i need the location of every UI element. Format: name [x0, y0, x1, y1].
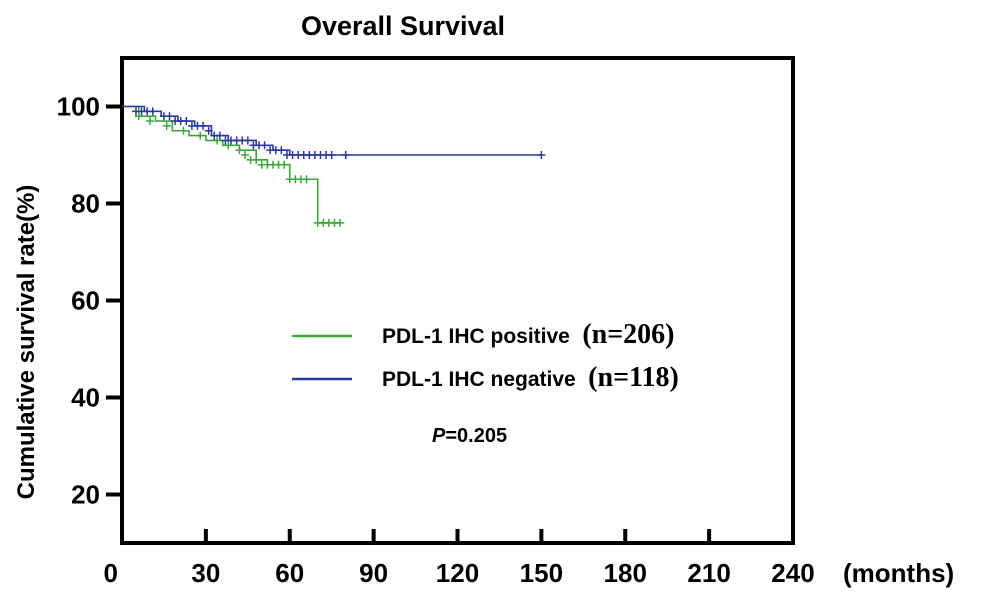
censor-mark-positive — [196, 131, 205, 140]
legend: PDL-1 IHC positive (n=206) PDL-1 IHC neg… — [292, 319, 679, 393]
censor-mark-negative — [341, 151, 350, 159]
censor-mark-positive — [302, 175, 311, 184]
censor-mark-negative — [199, 121, 208, 130]
censor-mark-negative — [537, 151, 546, 159]
plot-frame — [120, 56, 795, 545]
y-tick-label: 40 — [71, 383, 100, 413]
x-tick-label: 240 — [771, 558, 814, 588]
x-tick-label: 120 — [436, 558, 479, 588]
series-layer — [122, 105, 546, 227]
censor-mark-negative — [215, 131, 224, 140]
censor-mark-positive — [213, 136, 222, 145]
chart-title: Overall Survival — [301, 11, 505, 41]
censor-mark-positive — [145, 117, 154, 126]
x-tick-label: 90 — [359, 558, 388, 588]
censor-mark-negative — [165, 112, 174, 121]
censor-mark-negative — [277, 146, 286, 155]
legend-n-negative: (n=118) — [588, 362, 679, 393]
p-label: P — [432, 425, 446, 447]
legend-entry-positive: PDL-1 IHC positive (n=206) — [382, 319, 675, 350]
legend-label-positive: PDL-1 IHC positive — [382, 325, 570, 348]
y-tick-label: 60 — [71, 286, 100, 316]
x-tick-label: 150 — [520, 558, 563, 588]
x-axis-unit-label: (months) — [843, 558, 954, 588]
censor-mark-positive — [336, 218, 345, 227]
censor-mark-positive — [235, 146, 244, 155]
x-tick-label: 30 — [191, 558, 220, 588]
censor-mark-negative — [148, 107, 157, 116]
y-tick-label: 80 — [71, 189, 100, 219]
censor-mark-negative — [260, 141, 269, 150]
p-value-annotation: P=0.205 — [432, 425, 507, 447]
censor-mark-positive — [252, 155, 261, 164]
censor-mark-negative — [243, 136, 252, 145]
censor-mark-negative — [327, 151, 336, 159]
y-tick-label: 20 — [71, 480, 100, 510]
censor-mark-negative — [204, 126, 213, 135]
y-axis-label: Cumulative survival rate(%) — [13, 185, 40, 500]
x-tick-label: 60 — [275, 558, 304, 588]
y-tick-label: 100 — [57, 92, 100, 122]
x-tick-label: 180 — [604, 558, 647, 588]
survival-curve-positive — [122, 105, 341, 224]
legend-n-positive: (n=206) — [582, 319, 674, 350]
axis-ticks: 0 30 60 90 120 150 180 210 240 20 40 60 80 100 — [57, 92, 815, 589]
legend-label-negative: PDL-1 IHC negative — [382, 368, 576, 391]
censor-mark-negative — [182, 117, 191, 126]
p-value: =0.205 — [445, 425, 507, 447]
censor-mark-positive — [241, 151, 250, 159]
censor-mark-positive — [162, 121, 171, 130]
x-tick-label: 210 — [687, 558, 730, 588]
x-tick-label: 0 — [104, 558, 118, 588]
censor-mark-positive — [134, 112, 143, 121]
legend-entry-negative: PDL-1 IHC negative (n=118) — [382, 362, 679, 393]
plot-border — [120, 56, 795, 545]
censor-mark-positive — [179, 126, 188, 135]
censor-mark-positive — [224, 141, 233, 150]
censor-mark-positive — [280, 160, 289, 169]
